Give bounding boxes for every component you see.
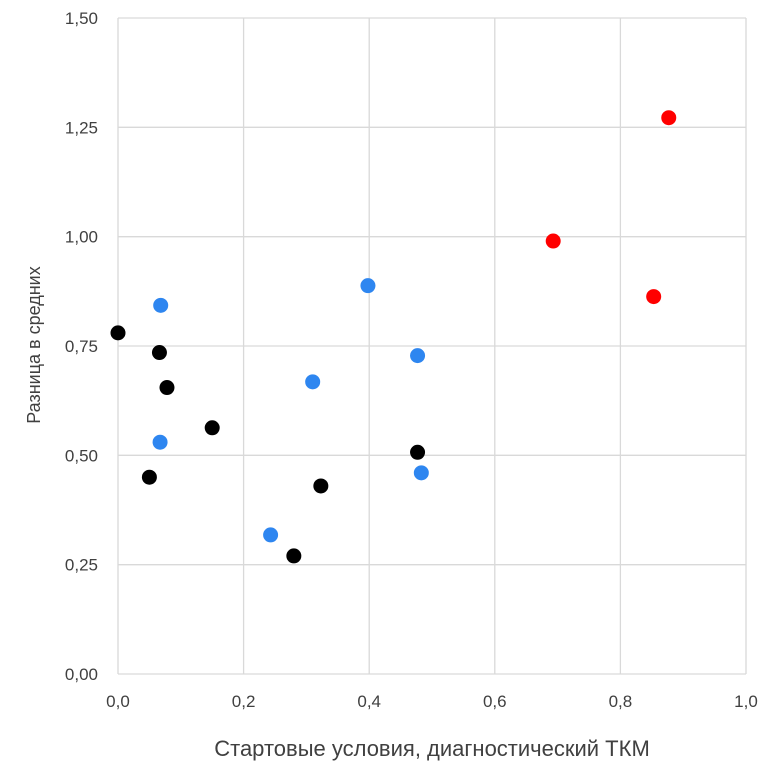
x-tick-label: 0,6 — [483, 692, 507, 711]
x-tick-label: 0,0 — [106, 692, 130, 711]
data-point — [152, 434, 168, 450]
tick-labels: 0,0 0,2 0,4 0,6 0,8 1,0 0,00 0,25 0,50 0,75 1,00 1,… — [65, 9, 758, 711]
y-tick-label: 0,00 — [65, 665, 98, 684]
gridlines — [117, 17, 747, 675]
data-point — [360, 278, 376, 294]
x-tick-label: 0,4 — [357, 692, 381, 711]
data-point — [110, 325, 126, 341]
data-point — [646, 289, 662, 305]
x-tick-label: 1,0 — [734, 692, 758, 711]
data-point — [141, 469, 157, 485]
y-tick-label: 0,25 — [65, 556, 98, 575]
x-axis-title: Стартовые условия, диагностический ТКМ — [214, 736, 650, 761]
data-point — [286, 548, 302, 564]
y-tick-label: 0,50 — [65, 446, 98, 465]
data-point — [151, 345, 167, 361]
y-tick-label: 1,50 — [65, 9, 98, 28]
data-point — [313, 478, 329, 494]
y-tick-label: 0,75 — [65, 337, 98, 356]
data-point — [410, 444, 426, 460]
data-point — [545, 233, 561, 249]
data-point — [153, 297, 169, 313]
y-tick-label: 1,25 — [65, 118, 98, 137]
data-point — [305, 374, 321, 390]
data-point — [159, 380, 175, 396]
data-point — [410, 348, 426, 364]
data-points — [110, 110, 677, 564]
x-tick-label: 0,8 — [609, 692, 633, 711]
data-point — [661, 110, 677, 126]
y-tick-label: 1,00 — [65, 228, 98, 247]
data-point — [263, 527, 279, 543]
data-point — [204, 420, 220, 436]
y-axis-title: Разница в средних — [24, 266, 44, 423]
data-point — [413, 465, 429, 481]
x-tick-label: 0,2 — [232, 692, 256, 711]
